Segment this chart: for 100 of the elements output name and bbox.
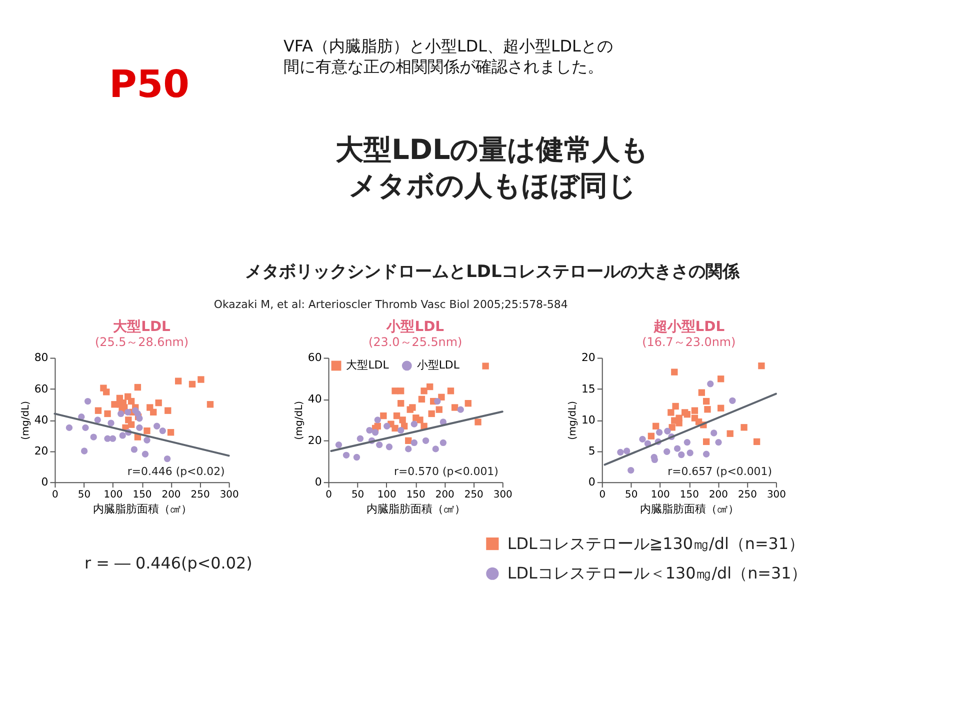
point bbox=[674, 445, 681, 452]
x-tick-label: 0 bbox=[52, 490, 58, 501]
point bbox=[174, 378, 182, 384]
x-tick-label: 0 bbox=[599, 490, 606, 501]
text: Okazaki M, et al: Arterioscler Thromb Vasc Biol 2005;25:578-584 bbox=[214, 298, 568, 312]
point bbox=[118, 410, 124, 418]
x-tick-label: 200 bbox=[162, 490, 181, 501]
point bbox=[436, 406, 442, 413]
chart-title: 超小型LDL bbox=[652, 318, 725, 335]
point bbox=[386, 444, 393, 450]
x-tick-label: 300 bbox=[766, 490, 786, 501]
point bbox=[726, 430, 734, 437]
point bbox=[440, 439, 447, 446]
point bbox=[372, 429, 379, 436]
point bbox=[698, 389, 706, 396]
x-axis-title: 内臓脂肪面積（㎠） bbox=[366, 502, 466, 516]
point bbox=[457, 406, 464, 413]
text: P50 bbox=[109, 62, 190, 106]
point bbox=[366, 426, 373, 434]
text: LDLコレステロール＜130㎎/dl（n=31） bbox=[507, 564, 808, 583]
point bbox=[740, 424, 748, 431]
point bbox=[84, 398, 92, 405]
point bbox=[464, 400, 472, 407]
y-tick-label: 15 bbox=[581, 382, 596, 396]
point bbox=[686, 450, 694, 456]
point bbox=[374, 416, 381, 424]
legend-label: 小型LDL bbox=[416, 358, 460, 372]
point bbox=[617, 448, 624, 456]
point bbox=[136, 424, 143, 432]
point bbox=[648, 432, 655, 440]
point bbox=[144, 436, 150, 444]
point bbox=[678, 451, 685, 458]
point bbox=[420, 388, 428, 394]
y-tick-label: 5 bbox=[588, 444, 596, 458]
point bbox=[108, 420, 114, 426]
point bbox=[406, 406, 414, 413]
x-tick-label: 200 bbox=[435, 490, 454, 501]
point bbox=[672, 402, 679, 410]
x-tick-label: 100 bbox=[650, 490, 670, 501]
point bbox=[90, 434, 97, 440]
point bbox=[144, 427, 150, 434]
point bbox=[652, 422, 660, 430]
point bbox=[353, 454, 360, 461]
point bbox=[668, 424, 676, 431]
point bbox=[428, 410, 435, 418]
point bbox=[676, 420, 682, 426]
y-tick-label: 80 bbox=[34, 351, 48, 364]
chart-title: 小型LDL bbox=[386, 318, 444, 335]
chart-title: 大型LDL bbox=[113, 318, 171, 335]
point bbox=[130, 446, 138, 453]
point bbox=[128, 421, 135, 428]
point bbox=[664, 428, 671, 434]
point bbox=[717, 376, 724, 382]
point bbox=[426, 383, 434, 390]
y-tick-label: 60 bbox=[34, 382, 48, 396]
annotation: r=0.657 (p<0.001) bbox=[668, 465, 772, 478]
point bbox=[729, 397, 736, 404]
point bbox=[164, 407, 172, 414]
y-tick-label: 0 bbox=[314, 476, 322, 489]
legend-label: 大型LDL bbox=[346, 358, 390, 372]
text: LDLコレステロール≧130㎎/dl（n=31） bbox=[507, 534, 805, 553]
point bbox=[119, 432, 126, 439]
point bbox=[702, 450, 710, 458]
point bbox=[111, 401, 118, 408]
x-axis-title: 内臓脂肪面積（㎠） bbox=[92, 502, 192, 516]
point bbox=[397, 388, 404, 394]
point bbox=[397, 400, 404, 407]
point bbox=[82, 424, 89, 432]
point bbox=[80, 448, 88, 454]
point bbox=[384, 422, 390, 430]
point bbox=[623, 448, 630, 454]
y-tick-label: 40 bbox=[34, 413, 48, 426]
annotation: r=0.446 (p<0.02) bbox=[127, 465, 225, 478]
x-tick-label: 50 bbox=[351, 490, 364, 501]
x-tick-label: 100 bbox=[104, 490, 123, 501]
point bbox=[753, 438, 760, 446]
x-tick-label: 0 bbox=[326, 490, 332, 501]
text: VFA（内臓脂肪）と小型LDL、超小型LDLとの間に有意な正の相関関係が確認されました。 bbox=[284, 36, 613, 76]
x-tick-label: 300 bbox=[220, 490, 239, 501]
x-axis-title: 内臓脂肪面積（㎠） bbox=[640, 502, 739, 516]
text: 大型LDLの量は健常人もメタボの人もほぼ同じ bbox=[336, 132, 650, 202]
x-tick-label: 100 bbox=[377, 490, 396, 501]
y-tick-label: 10 bbox=[581, 413, 596, 426]
point bbox=[380, 412, 387, 420]
point bbox=[356, 435, 364, 442]
point bbox=[418, 396, 426, 403]
point bbox=[715, 438, 722, 446]
chart-subtitle: (16.7～23.0nm) bbox=[642, 334, 736, 349]
point bbox=[376, 441, 383, 448]
point bbox=[142, 450, 149, 458]
point bbox=[671, 368, 678, 376]
point bbox=[124, 408, 132, 416]
point bbox=[668, 409, 674, 416]
point bbox=[412, 414, 420, 422]
point bbox=[128, 398, 135, 405]
point bbox=[639, 436, 646, 443]
y-tick-label: 40 bbox=[308, 392, 322, 406]
point bbox=[335, 441, 342, 448]
point bbox=[704, 406, 711, 413]
point bbox=[707, 380, 714, 388]
